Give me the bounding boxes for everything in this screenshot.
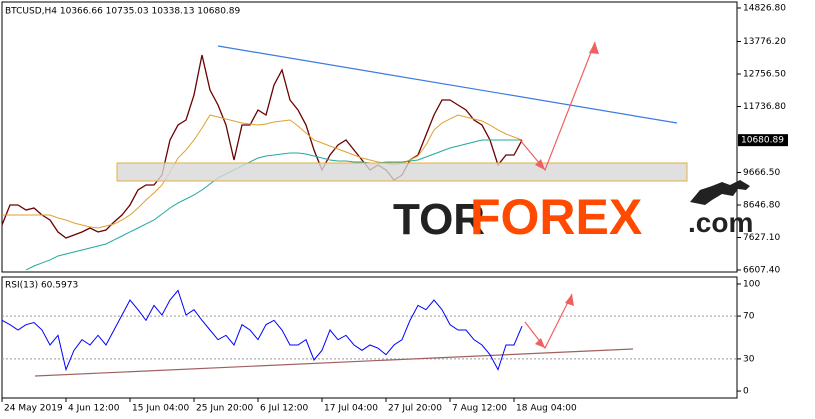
x-tick-label: 15 Jun 04:00 (132, 404, 189, 414)
bull-logo (690, 180, 750, 205)
series-line (25, 139, 522, 271)
series-line (2, 114, 523, 229)
x-tick-label: 25 Jun 20:00 (196, 404, 253, 414)
x-tick-label: 6 Jul 12:00 (260, 404, 309, 414)
arrow-head (535, 159, 545, 170)
y-tick-label: 12756.50 (743, 69, 786, 79)
y-tick-label: 7627.10 (743, 233, 780, 243)
last-price-label: 10680.89 (741, 136, 784, 146)
rsi-panel (1, 276, 738, 399)
x-tick-label: 24 May 2019 (4, 404, 63, 414)
y-tick-label: 9666.50 (743, 168, 780, 178)
y-tick-label: 0 (743, 387, 749, 397)
y-tick-label: 70 (743, 312, 755, 322)
y-tick-label: 30 (743, 354, 755, 364)
chart-title: BTCUSD,H4 10366.66 10735.03 10338.13 106… (5, 7, 241, 17)
x-tick-label: 17 Jul 04:00 (324, 404, 378, 414)
series-line (1, 289, 523, 372)
arrow-head (565, 294, 574, 306)
x-tick-label: 18 Aug 04:00 (516, 404, 577, 414)
support-zone (116, 162, 688, 182)
y-tick-label: 14826.80 (743, 3, 786, 13)
y-tick-label: 11736.80 (743, 102, 786, 112)
rsi-trend-line (34, 348, 634, 377)
y-tick-label: 100 (743, 279, 760, 289)
arrow-head (535, 338, 545, 348)
x-tick-label: 4 Jun 12:00 (68, 404, 120, 414)
arrow-head (589, 42, 599, 54)
price-panel (1, 1, 738, 273)
series-line (1, 54, 523, 239)
x-tick-label: 7 Aug 12:00 (452, 404, 507, 414)
watermark-tor: TOR (393, 195, 485, 244)
watermark-forex: FOREX (470, 189, 642, 245)
y-tick-label: 6607.40 (743, 266, 780, 276)
trend-line (217, 45, 678, 124)
last-price-box (738, 134, 788, 147)
y-tick-label: 8646.80 (743, 200, 780, 210)
y-tick-label: 13776.20 (743, 37, 786, 47)
x-tick-label: 27 Jul 20:00 (388, 404, 442, 414)
watermark-com: .com (688, 207, 753, 238)
rsi-title: RSI(13) 60.5973 (5, 281, 78, 291)
